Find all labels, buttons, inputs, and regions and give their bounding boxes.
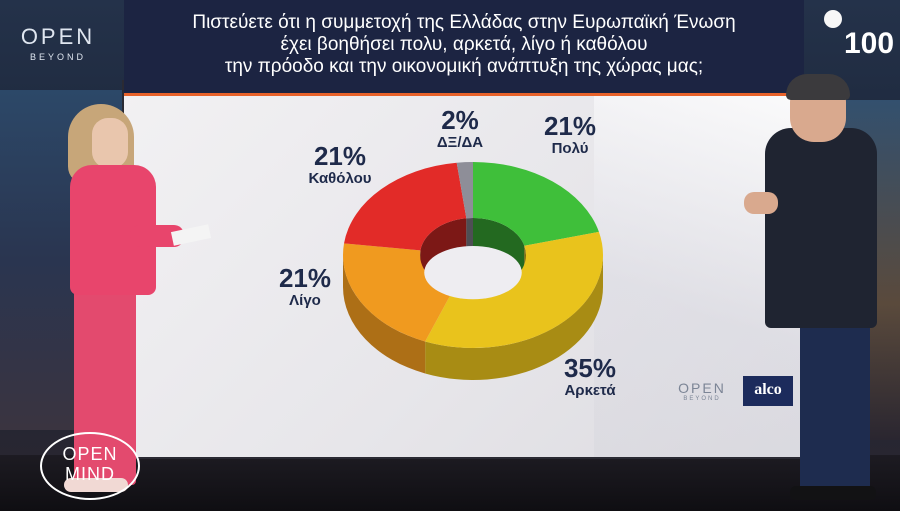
open-mind-line1: OPEN <box>62 444 118 464</box>
question-panel: Πιστεύετε ότι η συμμετοχή της Ελλάδας στ… <box>124 0 804 96</box>
presenter-man-hand <box>744 192 778 214</box>
question-line: Πιστεύετε ότι η συμμετοχή της Ελλάδας στ… <box>192 12 736 33</box>
slice-label-arketa: 35% Αρκετά <box>545 354 635 400</box>
slice-category: Πολύ <box>551 140 589 157</box>
channel-logo-sub: BEYOND <box>29 52 86 62</box>
donut-inner-wall <box>466 218 473 251</box>
donut-inner-wall <box>420 218 467 283</box>
open-mind-logo: OPEN MIND <box>40 432 140 500</box>
slice-label-ligo: 21% Λίγο <box>260 264 350 310</box>
channel-logo: OPEN BEYOND <box>8 24 108 62</box>
slice-value: 35% <box>563 353 617 383</box>
open-logo-main: OPEN <box>678 380 726 396</box>
donut-slice-2 <box>343 243 454 342</box>
counter-badge: 100 <box>843 27 895 60</box>
channel-logo-main: OPEN <box>20 24 96 49</box>
slice-category: ΔΞ/ΔΑ <box>436 134 484 151</box>
slice-value: 21% <box>313 141 367 171</box>
slice-label-dxda: 2% ΔΞ/ΔΑ <box>420 106 500 152</box>
presenter-man-jacket <box>765 128 877 328</box>
slice-value: 21% <box>278 263 332 293</box>
donut-inner-wall <box>473 218 525 278</box>
donut-hole <box>424 245 522 300</box>
open-logo-sub: BEYOND <box>683 396 721 402</box>
presenter-woman-arm <box>130 225 184 247</box>
donut-slice-1 <box>425 231 603 348</box>
studio-floor <box>0 455 900 511</box>
slice-value: 21% <box>543 111 597 141</box>
slice-category: Καθόλου <box>308 170 372 187</box>
open-mind-line2: MIND <box>65 464 115 484</box>
question-line: την πρόοδο και την οικονομική ανάπτυξη τ… <box>224 56 704 77</box>
donut-slice-0 <box>473 162 599 246</box>
donut-slice-4 <box>456 162 473 219</box>
donut-slice-3 <box>344 162 467 251</box>
slice-category: Αρκετά <box>564 382 616 399</box>
question-line: έχει βοηθήσει πολυ, αρκετά, λίγο ή καθόλ… <box>280 34 648 55</box>
donut-side-wall <box>425 255 603 380</box>
presenter-woman-face <box>92 118 128 168</box>
slice-label-poly: 21% Πολύ <box>530 112 610 158</box>
counter-icon <box>824 10 842 28</box>
donut-side-wall <box>343 255 426 374</box>
presenter-man-shoes <box>790 486 876 500</box>
question-text: Πιστεύετε ότι η συμμετοχή της Ελλάδας στ… <box>144 12 784 78</box>
slice-label-katholou: 21% Καθόλου <box>290 142 390 188</box>
slice-value: 2% <box>441 105 479 135</box>
slice-category: Λίγο <box>289 292 321 309</box>
presenter-man-legs <box>800 318 870 498</box>
open-beyond-logo: OPEN BEYOND <box>672 380 732 402</box>
presenter-man-hair <box>786 74 850 100</box>
alco-logo: alco <box>743 376 793 406</box>
